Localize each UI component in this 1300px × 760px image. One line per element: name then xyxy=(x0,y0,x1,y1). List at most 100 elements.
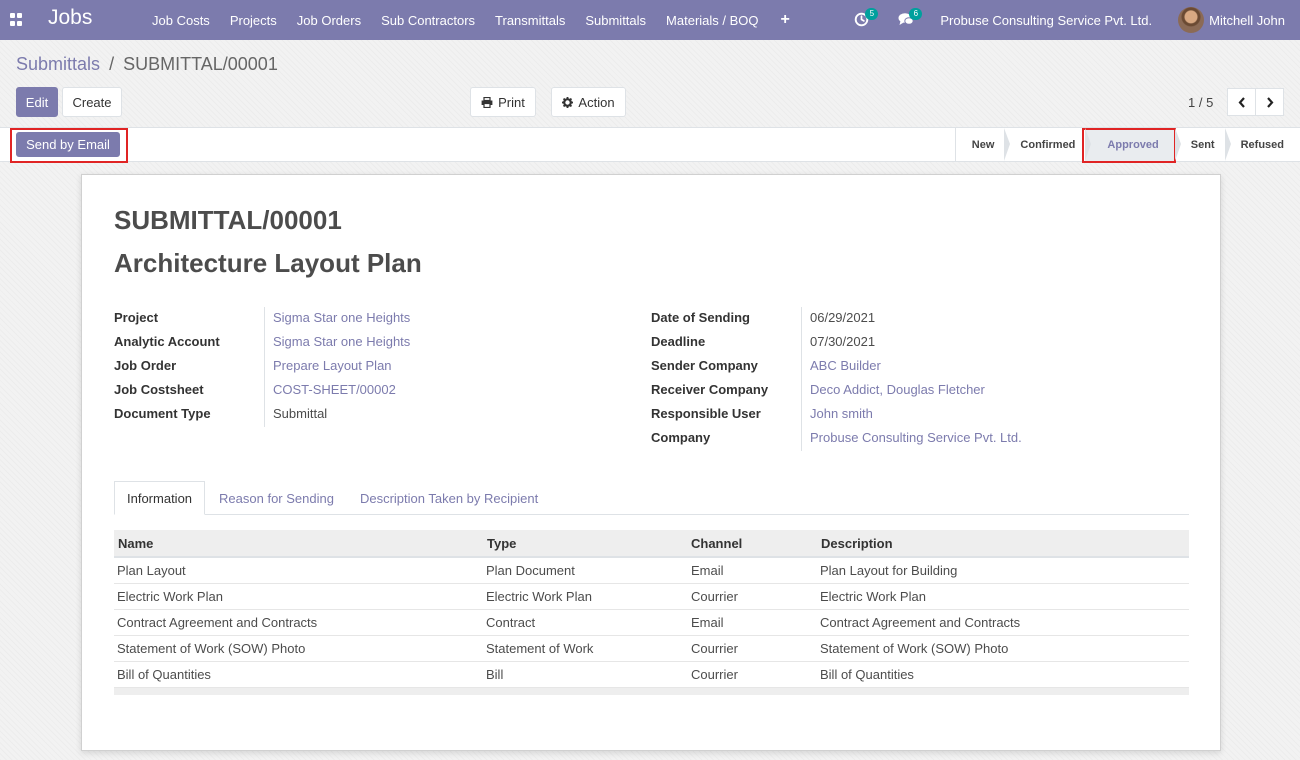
field-label: Job Costsheet xyxy=(114,381,204,397)
column-header-name[interactable]: Name xyxy=(114,530,483,558)
table-footer xyxy=(114,688,1189,695)
menu-item-job-orders[interactable]: Job Orders xyxy=(296,12,362,28)
project-link[interactable]: Sigma Star one Heights xyxy=(273,309,411,325)
pager-value[interactable]: 1 / 5 xyxy=(1188,95,1214,110)
field-label: Company xyxy=(651,429,711,445)
field-label: Sender Company xyxy=(651,357,758,373)
information-table: Name Type Channel Description Plan Layou… xyxy=(114,530,1189,688)
notebook-tabs: Information Reason for Sending Descripti… xyxy=(114,481,1189,515)
sender-company-link[interactable]: ABC Builder xyxy=(810,357,881,373)
field-sender-company: Sender Company xyxy=(651,353,768,377)
print-icon xyxy=(481,96,493,108)
messages-button[interactable]: 6 xyxy=(894,0,928,40)
breadcrumb: Submittals / SUBMITTAL/00001 xyxy=(16,54,278,75)
message-count-badge: 6 xyxy=(909,8,923,20)
table-row[interactable]: Plan Layout Plan Document Email Plan Lay… xyxy=(114,557,1189,584)
table-row[interactable]: Bill of Quantities Bill Courrier Bill of… xyxy=(114,661,1189,688)
table-row[interactable]: Statement of Work (SOW) Photo Statement … xyxy=(114,635,1189,662)
column-header-type[interactable]: Type xyxy=(483,530,687,558)
top-navbar: Jobs Job Costs Projects Job Orders Sub C… xyxy=(0,0,1300,40)
approved-highlight-box xyxy=(1082,128,1176,163)
cell-description: Statement of Work (SOW) Photo xyxy=(817,635,1189,662)
menu-item-materials-boq[interactable]: Materials / BOQ xyxy=(666,12,759,28)
job-order-link[interactable]: Prepare Layout Plan xyxy=(273,357,392,373)
status-step-refused[interactable]: Refused xyxy=(1240,138,1284,151)
column-header-description[interactable]: Description xyxy=(817,530,1189,558)
field-deadline: Deadline xyxy=(651,329,768,353)
tab-description-taken-by-recipient[interactable]: Description Taken by Recipient xyxy=(359,490,539,506)
field-label: Date of Sending xyxy=(651,309,750,325)
create-button[interactable]: Create xyxy=(62,87,122,117)
cell-type: Plan Document xyxy=(483,557,687,584)
activity-count-badge: 5 xyxy=(865,8,879,20)
action-label: Action xyxy=(578,94,615,110)
field-label: Responsible User xyxy=(651,405,761,421)
cell-name: Bill of Quantities xyxy=(114,661,483,688)
menu-item-sub-contractors[interactable]: Sub Contractors xyxy=(381,12,476,28)
menu-item-transmittals[interactable]: Transmittals xyxy=(495,12,566,28)
plus-icon[interactable]: + xyxy=(780,11,790,28)
print-button[interactable]: Print xyxy=(470,87,536,117)
analytic-account-link[interactable]: Sigma Star one Heights xyxy=(273,333,411,349)
field-analytic-account: Analytic Account xyxy=(114,329,220,353)
table-row[interactable]: Contract Agreement and Contracts Contrac… xyxy=(114,609,1189,636)
cell-type: Electric Work Plan xyxy=(483,583,687,610)
deadline-value: 07/30/2021 xyxy=(810,333,876,349)
menu-item-submittals[interactable]: Submittals xyxy=(585,12,647,28)
menu-item-job-costs[interactable]: Job Costs xyxy=(152,12,210,28)
date-of-sending-value: 06/29/2021 xyxy=(810,309,876,325)
left-field-group: Project Analytic Account Job Order Job C… xyxy=(114,305,220,425)
send-email-highlight-box xyxy=(10,128,128,163)
field-responsible-user: Responsible User xyxy=(651,401,768,425)
left-value-group: Sigma Star one Heights Sigma Star one He… xyxy=(273,305,410,425)
field-label: Project xyxy=(114,309,159,325)
right-field-group: Date of Sending Deadline Sender Company … xyxy=(651,305,768,449)
status-step-sent[interactable]: Sent xyxy=(1175,128,1231,161)
breadcrumb-parent[interactable]: Submittals xyxy=(16,54,101,74)
edit-button[interactable]: Edit xyxy=(16,87,58,117)
field-divider xyxy=(801,307,802,451)
cell-type: Statement of Work xyxy=(483,635,687,662)
apps-icon[interactable] xyxy=(10,13,23,26)
status-step-new[interactable]: New xyxy=(956,128,1010,161)
record-reference: SUBMITTAL/00001 xyxy=(114,205,342,235)
cell-description: Electric Work Plan xyxy=(817,583,1189,610)
cell-channel: Email xyxy=(687,557,817,584)
cell-description: Plan Layout for Building xyxy=(817,557,1189,584)
activity-button[interactable]: 5 xyxy=(850,0,884,40)
receiver-company-link[interactable]: Deco Addict, Douglas Fletcher xyxy=(810,381,985,397)
cell-description: Contract Agreement and Contracts xyxy=(817,609,1189,636)
user-name: Mitchell John xyxy=(1209,12,1285,28)
status-step-confirmed[interactable]: Confirmed xyxy=(1004,128,1092,161)
app-title[interactable]: Jobs xyxy=(48,6,93,29)
document-type-value: Submittal xyxy=(273,405,328,421)
menu-item-projects[interactable]: Projects xyxy=(229,12,277,28)
pager-previous-button[interactable] xyxy=(1227,88,1256,116)
column-header-channel[interactable]: Channel xyxy=(687,530,817,558)
field-label: Deadline xyxy=(651,333,706,349)
cell-name: Electric Work Plan xyxy=(114,583,483,610)
tab-information[interactable]: Information xyxy=(114,481,206,515)
user-menu[interactable]: Mitchell John xyxy=(1178,7,1285,33)
company-switcher[interactable]: Probuse Consulting Service Pvt. Ltd. xyxy=(940,12,1153,28)
cell-name: Plan Layout xyxy=(114,557,483,584)
cell-description: Bill of Quantities xyxy=(817,661,1189,688)
field-company: Company xyxy=(651,425,768,449)
right-value-group: 06/29/2021 07/30/2021 ABC Builder Deco A… xyxy=(810,305,1022,449)
print-label: Print xyxy=(498,94,525,110)
responsible-user-link[interactable]: John smith xyxy=(810,405,873,421)
pager-next-button[interactable] xyxy=(1255,88,1284,116)
field-label: Receiver Company xyxy=(651,381,769,397)
main-menu: Job Costs Projects Job Orders Sub Contra… xyxy=(142,0,802,40)
job-costsheet-link[interactable]: COST-SHEET/00002 xyxy=(273,381,396,397)
tab-reason-for-sending[interactable]: Reason for Sending xyxy=(219,490,334,506)
status-steps: New Confirmed Approved Sent Refused xyxy=(954,128,1300,161)
action-button[interactable]: Action xyxy=(551,87,626,117)
status-step-approved[interactable]: Approved xyxy=(1085,128,1182,161)
field-document-type: Document Type xyxy=(114,401,220,425)
breadcrumb-current: SUBMITTAL/00001 xyxy=(123,54,278,74)
send-by-email-button[interactable]: Send by Email xyxy=(16,132,120,157)
table-row[interactable]: Electric Work Plan Electric Work Plan Co… xyxy=(114,583,1189,610)
company-link[interactable]: Probuse Consulting Service Pvt. Ltd. xyxy=(810,429,1022,445)
cell-channel: Courrier xyxy=(687,583,817,610)
